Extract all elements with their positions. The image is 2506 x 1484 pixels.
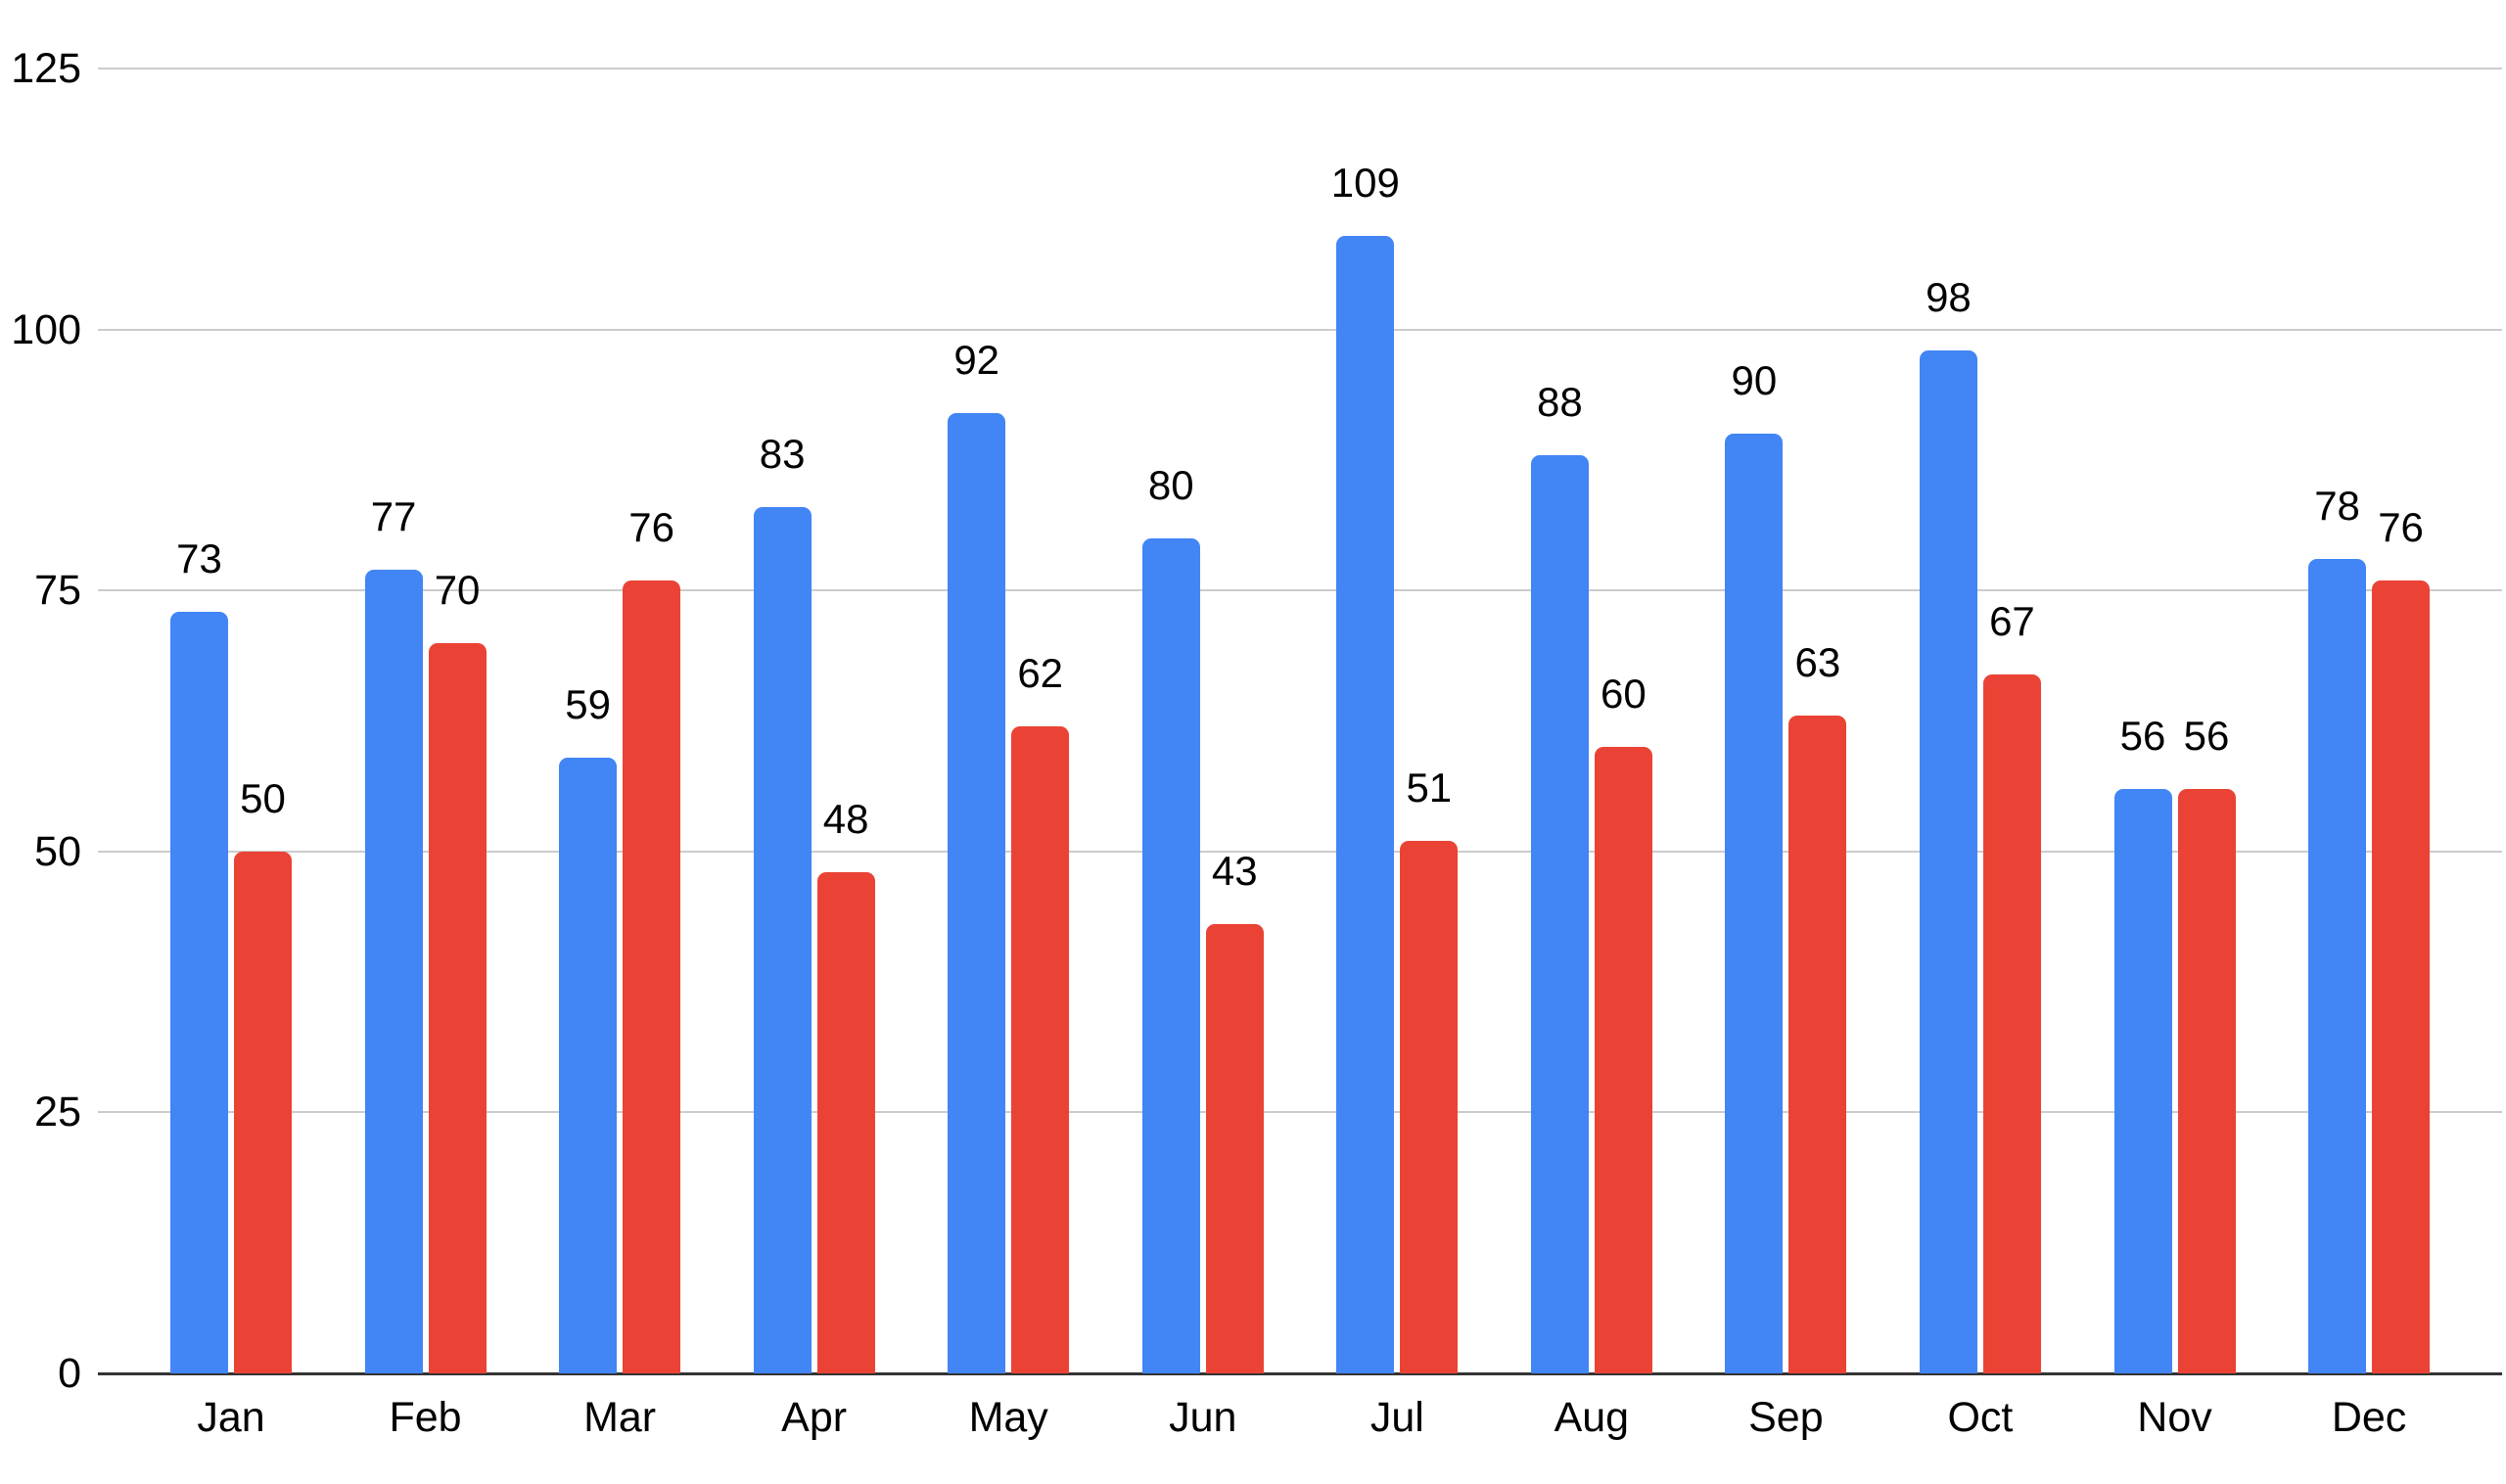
bar-value-label: 43: [1211, 848, 1258, 895]
gridline: [98, 589, 2502, 592]
x-axis-label-feb: Feb: [389, 1394, 462, 1441]
bar-blue-jan: [170, 611, 228, 1373]
bar-blue-nov: [2113, 788, 2172, 1373]
bar-value-label: 50: [240, 774, 286, 821]
y-axis-label: 50: [34, 827, 81, 875]
bar-blue-apr: [753, 506, 812, 1373]
bar-blue-oct: [1919, 349, 1977, 1373]
bar-blue-sep: [1725, 434, 1784, 1373]
bar-value-label: 80: [1147, 461, 1194, 508]
x-axis-label-dec: Dec: [2331, 1394, 2407, 1441]
bar-red-oct: [1982, 673, 2041, 1373]
x-axis-baseline: [98, 1372, 2502, 1375]
y-axis-label: 0: [58, 1350, 81, 1397]
bar-red-nov: [2177, 788, 2236, 1373]
bar-value-label: 56: [2183, 712, 2230, 759]
y-axis-label: 75: [34, 567, 81, 615]
x-axis-label-oct: Oct: [1947, 1394, 2014, 1441]
bar-red-mar: [623, 580, 681, 1373]
bar-blue-may: [948, 412, 1006, 1373]
bar-blue-aug: [1530, 454, 1589, 1373]
y-axis-label: 100: [11, 305, 81, 353]
bar-red-dec: [2372, 580, 2431, 1373]
bar-red-feb: [428, 642, 487, 1373]
y-axis-label: 25: [34, 1089, 81, 1136]
x-axis-label-jun: Jun: [1169, 1394, 1237, 1441]
bar-blue-dec: [2308, 559, 2367, 1373]
bar-red-may: [1011, 725, 1070, 1373]
bar-red-jan: [234, 851, 292, 1373]
bar-value-label: 59: [565, 680, 611, 727]
bar-value-label: 77: [370, 492, 417, 539]
bar-value-label: 78: [2314, 483, 2360, 530]
bar-red-jun: [1205, 924, 1264, 1373]
gridline: [98, 68, 2502, 70]
bar-blue-mar: [559, 757, 618, 1373]
bar-red-jul: [1400, 841, 1459, 1373]
gridline: [98, 850, 2502, 853]
bar-value-label: 73: [176, 534, 222, 581]
x-axis-label-jul: Jul: [1369, 1394, 1424, 1441]
bar-red-aug: [1594, 747, 1652, 1373]
bar-value-label: 62: [1017, 649, 1064, 696]
bar-value-label: 90: [1731, 357, 1778, 404]
bar-blue-jul: [1336, 235, 1395, 1373]
bar-value-label: 98: [1926, 273, 1972, 320]
gridline: [98, 1111, 2502, 1114]
bar-value-label: 63: [1794, 639, 1841, 686]
bar-value-label: 76: [2378, 503, 2424, 550]
x-axis-label-jan: Jan: [197, 1394, 265, 1441]
y-axis-label: 125: [11, 45, 81, 92]
bar-value-label: 92: [953, 336, 1000, 383]
x-axis-label-apr: Apr: [781, 1394, 848, 1441]
bar-blue-jun: [1141, 537, 1200, 1373]
bar-value-label: 83: [759, 430, 806, 477]
x-axis-label-mar: Mar: [583, 1394, 657, 1441]
bar-value-label: 76: [628, 503, 674, 550]
bar-red-apr: [816, 872, 875, 1373]
bar-blue-feb: [364, 569, 423, 1373]
bar-value-label: 48: [822, 796, 869, 843]
bar-value-label: 60: [1600, 671, 1647, 718]
x-axis-label-aug: Aug: [1554, 1394, 1630, 1441]
x-axis-label-may: May: [968, 1394, 1048, 1441]
bar-value-label: 70: [434, 566, 481, 613]
x-axis-label-sep: Sep: [1748, 1394, 1824, 1441]
bar-value-label: 56: [2119, 712, 2166, 759]
bar-value-label: 51: [1406, 765, 1453, 812]
bar-value-label: 88: [1536, 378, 1583, 425]
gridline: [98, 328, 2502, 331]
bar-value-label: 109: [1330, 159, 1400, 206]
bar-value-label: 67: [1989, 597, 2035, 644]
x-axis-label-nov: Nov: [2137, 1394, 2212, 1441]
bar-red-sep: [1788, 716, 1847, 1373]
